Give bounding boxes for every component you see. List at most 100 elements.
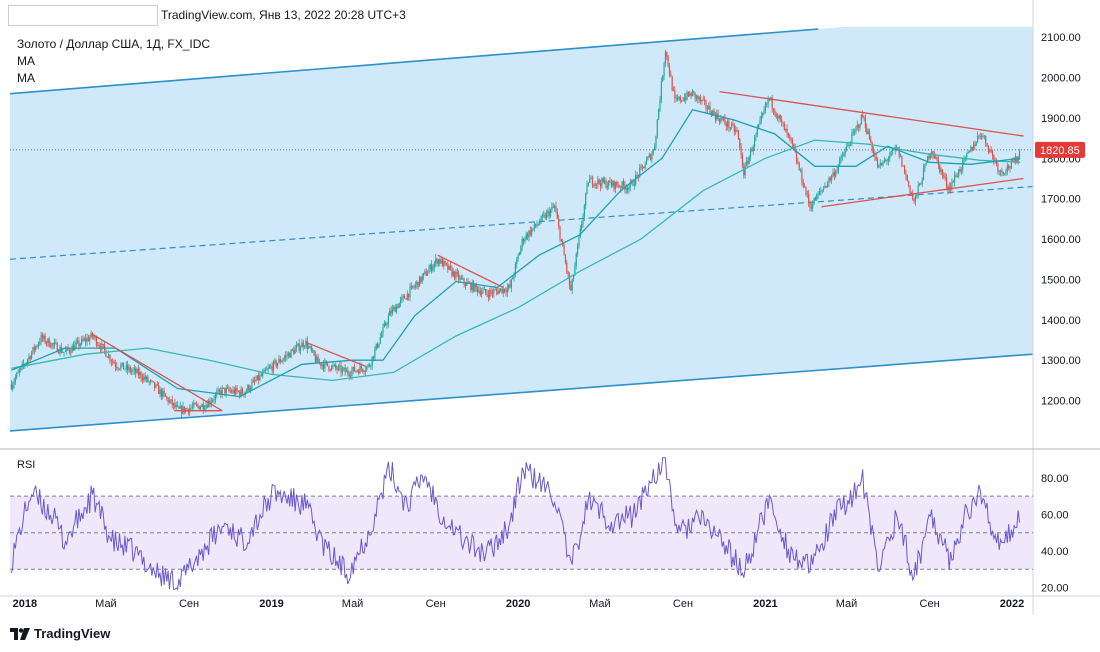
candle (385, 321, 387, 327)
candle (987, 144, 990, 155)
candle (335, 362, 337, 371)
candle (417, 281, 419, 290)
candle (409, 282, 411, 302)
candle (655, 135, 657, 150)
candle (917, 181, 919, 199)
rsi-tick-label: 20.00 (1041, 583, 1069, 595)
candle (754, 134, 756, 152)
candle (39, 338, 41, 346)
candle (904, 164, 906, 175)
candle (190, 404, 192, 411)
candle (29, 355, 31, 362)
candle (331, 364, 333, 372)
candle (593, 183, 595, 188)
candle (232, 386, 234, 394)
candle (367, 363, 369, 369)
candle (683, 93, 685, 102)
candle (520, 245, 522, 256)
tradingview-logo[interactable]: TradingView (10, 626, 110, 641)
candle (347, 366, 349, 377)
candle (121, 362, 123, 368)
candle (581, 220, 583, 232)
candle (133, 364, 135, 375)
logo-text: TradingView (34, 626, 111, 641)
candle (336, 365, 338, 374)
candle (476, 286, 479, 297)
candle (101, 339, 103, 354)
candle (558, 214, 560, 230)
candle (179, 401, 181, 409)
candle (455, 268, 457, 283)
candle (86, 333, 88, 347)
candle (358, 368, 360, 376)
candle (993, 154, 995, 166)
chart-legend: Золото / Доллар США, 1Д, FX_IDC MA MA (17, 36, 210, 87)
candle (595, 183, 598, 189)
candle (471, 279, 473, 294)
candle (37, 341, 39, 350)
candle (35, 345, 37, 352)
candle (451, 265, 453, 278)
candle (176, 401, 179, 408)
candle (395, 303, 398, 314)
candle (943, 172, 945, 180)
legend-symbol[interactable]: Золото / Доллар США, 1Д, FX_IDC (17, 37, 211, 51)
candle (326, 362, 329, 367)
candle (922, 163, 925, 181)
candle (566, 259, 568, 274)
candle (262, 368, 264, 379)
candle (962, 158, 964, 174)
candle (36, 344, 38, 349)
candle (535, 223, 537, 229)
candle (440, 257, 442, 264)
candle (109, 354, 111, 365)
candle (551, 201, 553, 213)
candle (460, 274, 462, 280)
candle (797, 157, 799, 165)
candle (681, 100, 683, 103)
legend-ma-1[interactable]: MA (17, 54, 35, 68)
time-tick-label: 2022 (1000, 598, 1024, 610)
candle (514, 262, 517, 278)
trend-line (91, 333, 223, 412)
candle (197, 402, 199, 409)
candle (644, 161, 646, 170)
candle (967, 149, 969, 154)
candle (282, 357, 284, 365)
candle (690, 91, 692, 100)
candle (774, 108, 776, 117)
candle (640, 163, 642, 171)
legend-ma-2[interactable]: MA (17, 71, 35, 85)
candle (802, 178, 804, 189)
candle (198, 405, 200, 410)
candle (172, 402, 175, 410)
candle (854, 128, 856, 136)
candle (751, 146, 753, 152)
candle (356, 369, 358, 373)
candle (860, 114, 862, 125)
candle (916, 194, 918, 199)
candle (443, 257, 445, 270)
candle (149, 378, 152, 385)
candle (541, 212, 544, 221)
candle (940, 167, 942, 176)
candle (17, 368, 19, 374)
candle (898, 146, 900, 159)
candle (672, 86, 675, 92)
candle (759, 116, 761, 126)
candle (918, 182, 921, 187)
candle (12, 381, 14, 392)
header-search-field[interactable] (8, 5, 158, 26)
candle (233, 386, 235, 397)
candle (43, 333, 45, 343)
candle (152, 381, 154, 383)
candle (105, 349, 107, 358)
candle (871, 141, 873, 154)
candle (270, 363, 272, 370)
candle (1009, 165, 1011, 173)
candle (866, 123, 868, 135)
candle (231, 388, 233, 394)
candle (828, 176, 830, 187)
candle (393, 305, 395, 312)
